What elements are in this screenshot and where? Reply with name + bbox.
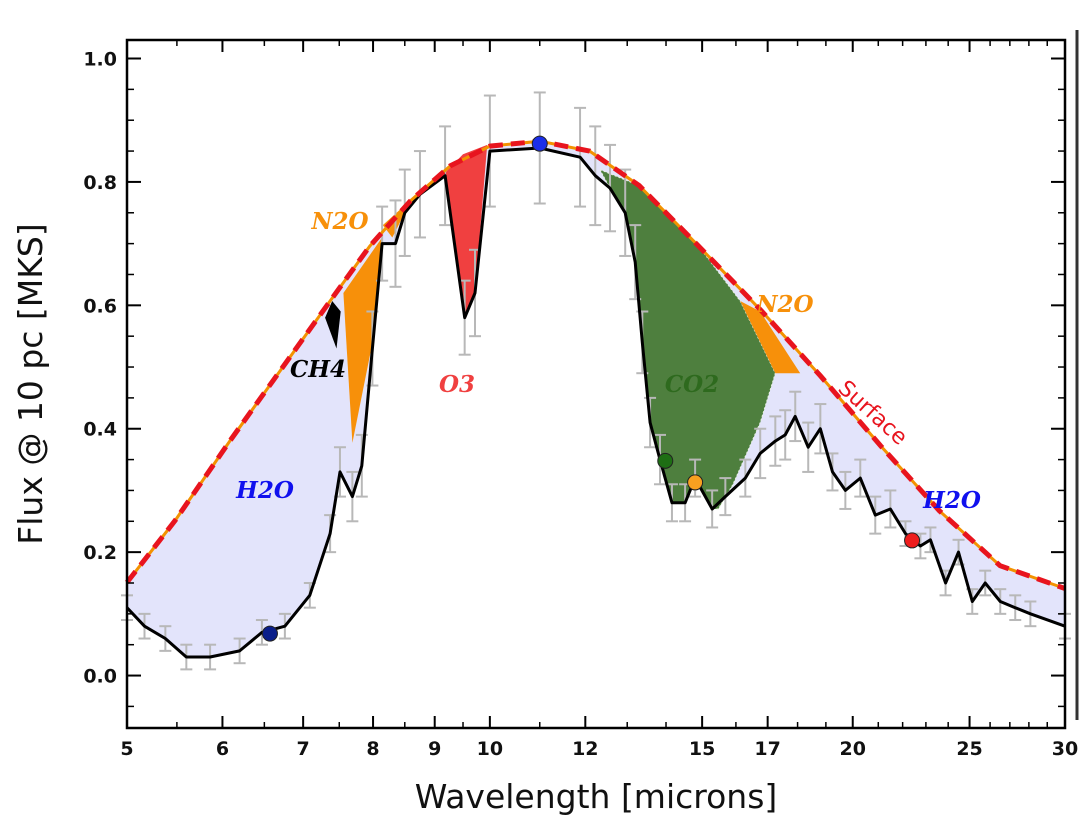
- x-tick-label: 25: [956, 738, 982, 760]
- x-tick-label: 7: [297, 738, 310, 760]
- x-tick-label: 15: [689, 738, 715, 760]
- annotation-h2o: H2O: [922, 487, 981, 514]
- absorption-bands-layer: [325, 144, 801, 510]
- x-axis-label: Wavelength [microns]: [415, 777, 778, 816]
- marker-point: [687, 474, 704, 491]
- y-tick-label: 0.0: [83, 666, 117, 688]
- plot-frame: [125, 38, 1067, 730]
- y-tick-label: 0.2: [83, 542, 117, 564]
- annotation-h2o: H2O: [235, 477, 294, 504]
- ch4-band: [325, 301, 341, 349]
- annotation-co2: CO2: [665, 371, 719, 398]
- x-tick-label: 20: [840, 738, 866, 760]
- annotation-n2o: N2O: [755, 291, 813, 318]
- x-tick-label: 30: [1052, 738, 1078, 760]
- x-tick-label: 5: [120, 738, 133, 760]
- o3-band: [445, 144, 488, 318]
- marker-point: [657, 452, 674, 469]
- y-axis-label: Flux @ 10 pc [MKS]: [11, 223, 50, 544]
- x-tick-label: 17: [754, 738, 780, 760]
- n2o-band: [740, 301, 801, 374]
- markers-layer: [261, 135, 921, 642]
- x-tick-label: 12: [572, 738, 598, 760]
- x-tick-label: 10: [477, 738, 503, 760]
- y-tick-label: 1.0: [83, 49, 117, 71]
- annotation-o3: O3: [439, 371, 475, 398]
- y-tick-label: 0.4: [83, 419, 117, 441]
- x-tick-label: 6: [216, 738, 229, 760]
- axes-layer: 5 6 7 8 9 10 12 15 17 20 25 30 0.0 0.2 0.4 0.6 0.8 1.0: [83, 30, 1079, 760]
- marker-point: [904, 532, 921, 549]
- x-tick-label: 9: [428, 738, 441, 760]
- annotation-ch4: CH4: [290, 356, 346, 383]
- annotation-n2o: N2O: [310, 208, 368, 235]
- y-tick-label: 0.8: [83, 172, 117, 194]
- x-tick-label: 8: [366, 738, 379, 760]
- marker-point: [261, 625, 278, 642]
- n2o-band: [343, 237, 383, 443]
- y-tick-label: 0.6: [83, 295, 117, 317]
- marker-point: [531, 135, 548, 152]
